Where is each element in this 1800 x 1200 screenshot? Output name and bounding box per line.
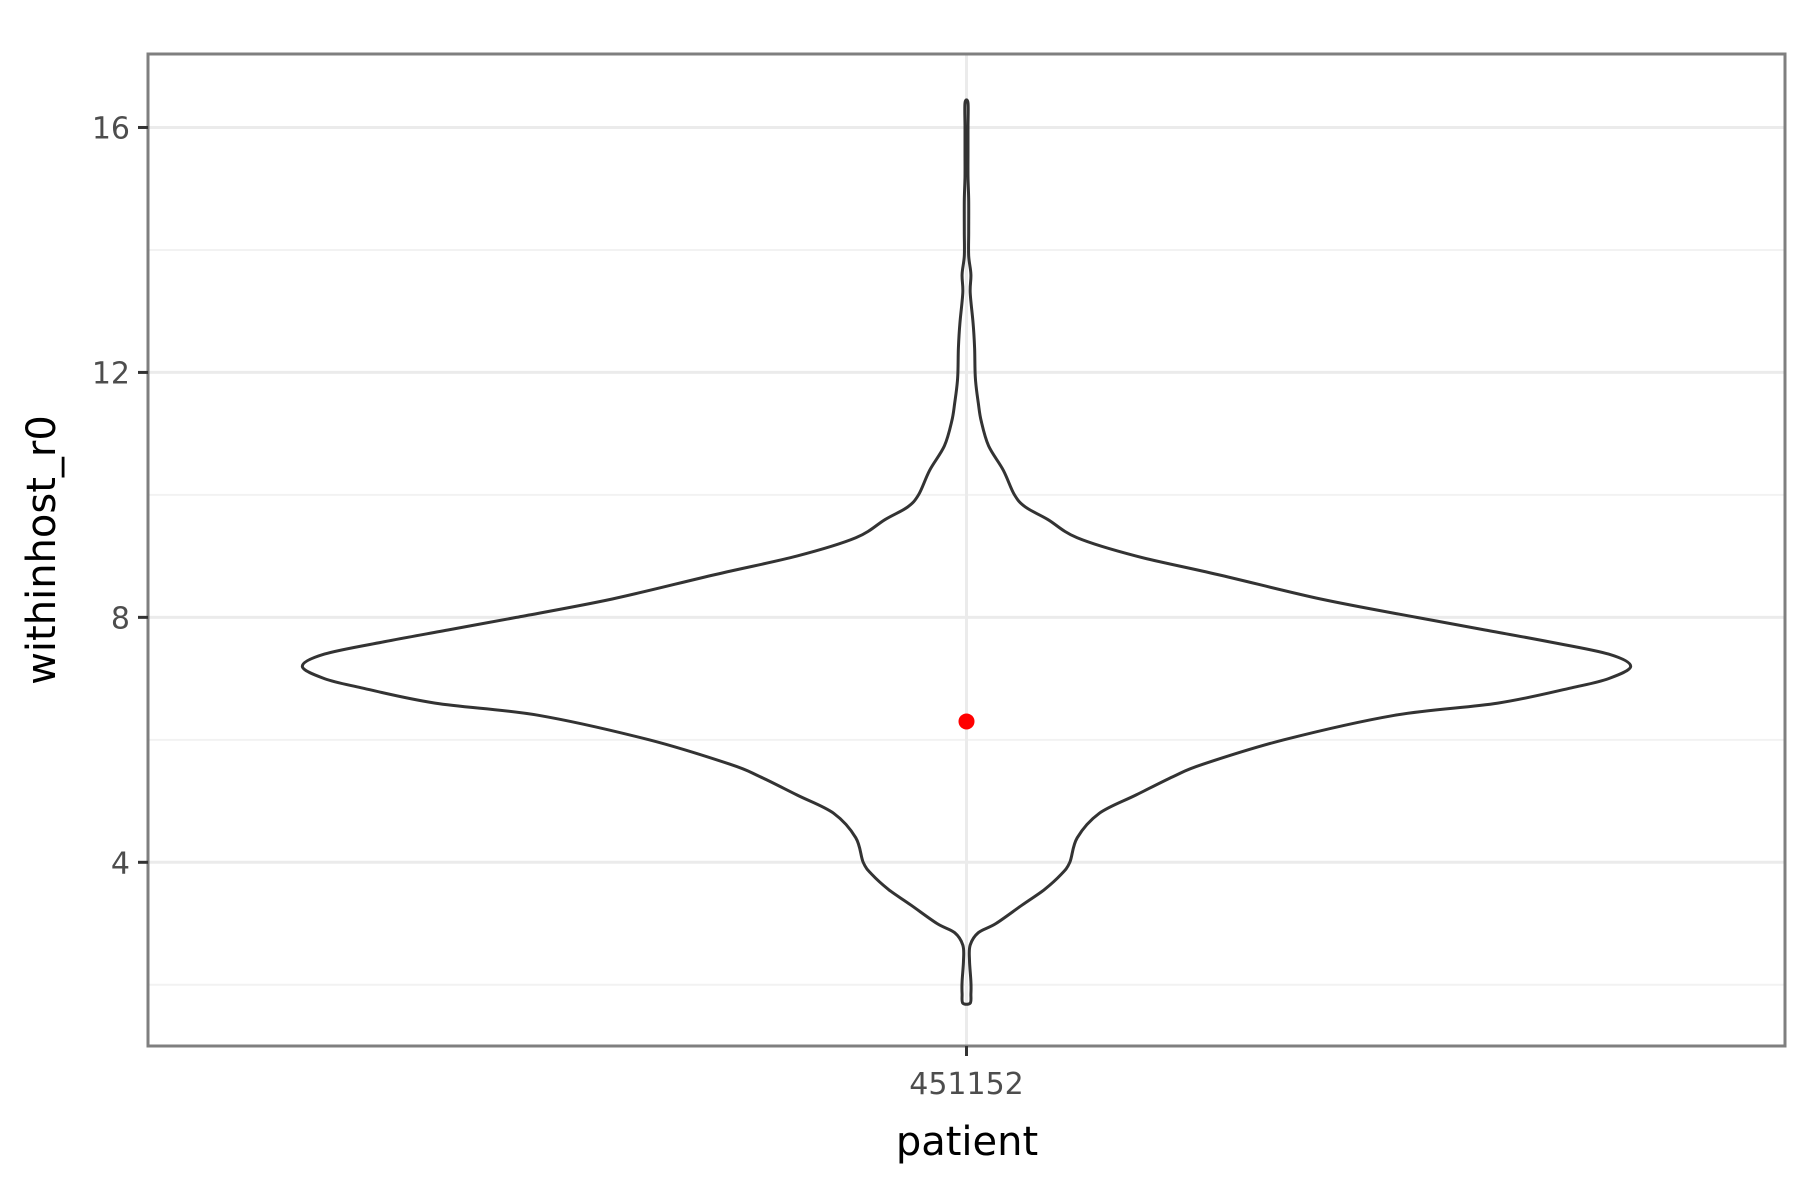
y-axis-ticks: 4 8 12 16 [92,111,148,881]
y-tick-label: 4 [111,846,130,881]
x-axis-title: patient [896,1119,1038,1165]
summary-point [958,713,975,730]
y-axis-title: withinhost_r0 [19,415,65,685]
x-axis-ticks: 451152 [909,1046,1024,1102]
x-tick-label: 451152 [909,1067,1024,1102]
y-tick-label: 16 [92,111,130,146]
y-tick-label: 8 [111,601,130,636]
y-tick-label: 12 [92,356,130,391]
violin-shape [300,98,1633,1006]
